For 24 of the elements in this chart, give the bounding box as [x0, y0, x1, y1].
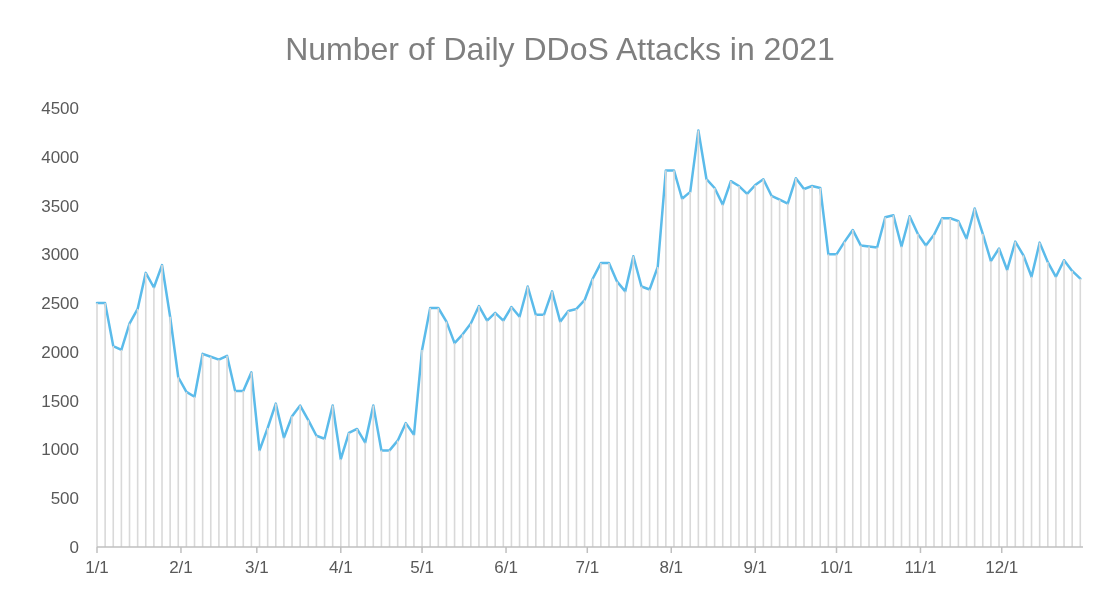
x-tick-label: 4/1 — [328, 558, 353, 577]
x-tick-label: 8/1 — [659, 558, 684, 577]
x-tick-label: 3/1 — [245, 558, 269, 577]
x-tick-label: 2/1 — [169, 558, 193, 577]
y-tick-label: 2000 — [41, 342, 79, 362]
y-tick-label: 2500 — [41, 294, 79, 314]
y-tick-label: 3500 — [41, 196, 79, 216]
x-tick-label: 6/1 — [494, 558, 518, 577]
x-tick-label: 9/1 — [743, 558, 768, 577]
y-tick-label: 4000 — [41, 147, 79, 167]
x-tick-label: 1/1 — [85, 558, 109, 577]
x-tick-label: 10/1 — [819, 558, 854, 577]
x-tick-label: 7/1 — [575, 558, 600, 577]
chart-title: Number of Daily DDoS Attacks in 2021 — [285, 31, 835, 67]
x-tick-label: 5/1 — [410, 558, 434, 577]
x-tick-label: 12/1 — [985, 558, 1019, 577]
y-tick-label: 0 — [69, 537, 79, 557]
y-tick-label: 1000 — [41, 440, 79, 460]
y-tick-label: 3000 — [41, 245, 79, 265]
y-tick-label: 1500 — [41, 391, 79, 411]
y-tick-label: 500 — [50, 489, 79, 509]
y-tick-label: 4500 — [41, 98, 79, 118]
x-tick-label: 11/1 — [904, 558, 937, 577]
line-series — [95, 129, 1082, 461]
